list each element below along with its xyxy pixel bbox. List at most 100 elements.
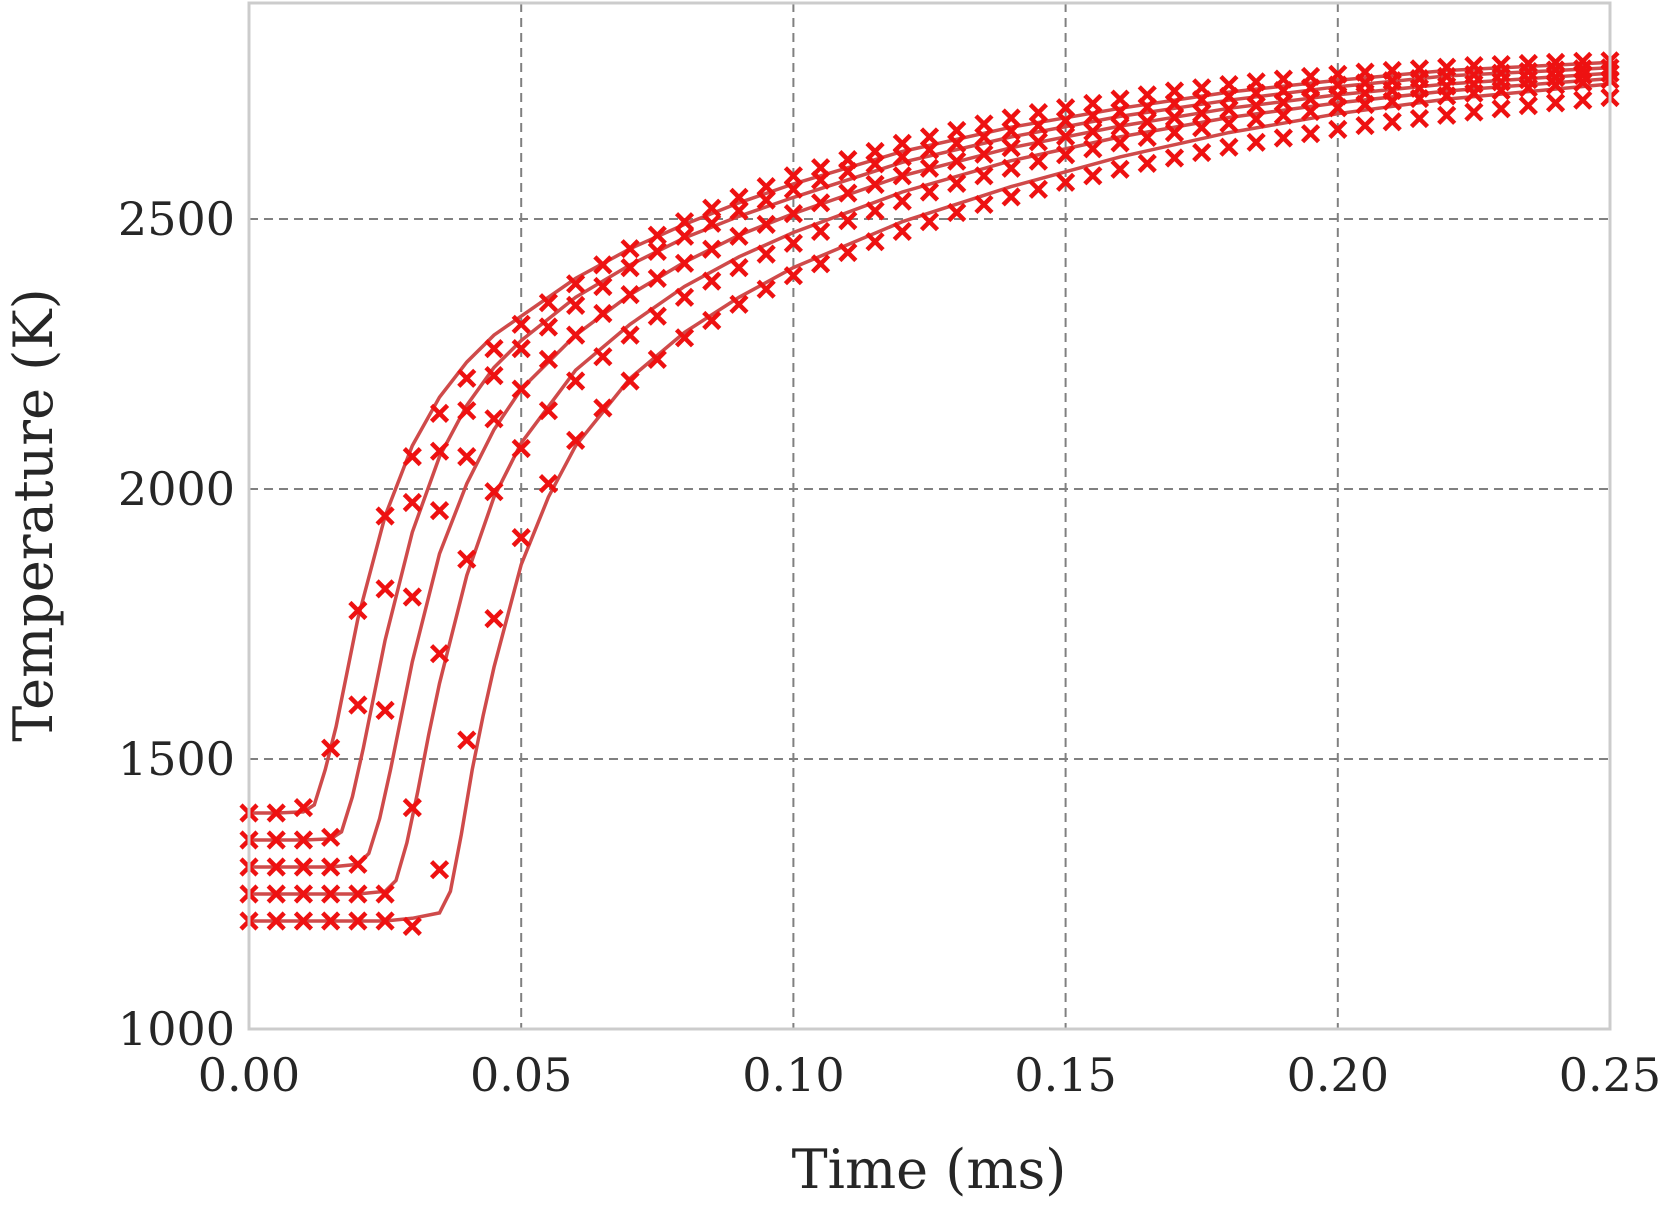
data-point-marker <box>947 173 967 193</box>
data-point-marker <box>457 401 477 421</box>
data-point-marker <box>511 339 531 359</box>
data-point-marker <box>647 306 667 326</box>
data-point-marker <box>538 349 559 369</box>
data-point-marker <box>647 241 667 261</box>
data-point-marker <box>1464 83 1484 103</box>
data-point-marker <box>1028 132 1048 152</box>
data-point-marker <box>1192 118 1212 138</box>
series-line-4 <box>249 76 1611 896</box>
data-point-marker <box>266 803 286 823</box>
data-point-marker <box>566 430 586 450</box>
data-point-marker <box>892 191 912 211</box>
data-point-marker <box>321 911 341 931</box>
data-point-marker <box>1110 117 1130 137</box>
data-point-marker <box>783 233 803 253</box>
data-point-marker <box>1518 96 1538 116</box>
data-point-marker <box>566 325 586 345</box>
data-point-marker <box>1328 119 1348 139</box>
data-point-marker <box>293 884 314 904</box>
data-point-marker <box>702 198 722 218</box>
data-point-marker <box>1028 115 1048 136</box>
data-point-marker <box>892 147 912 167</box>
data-point-marker <box>838 161 858 182</box>
data-point-marker <box>1382 112 1402 132</box>
series-markers-4 <box>239 70 1620 904</box>
data-point-marker <box>1001 158 1021 178</box>
data-point-marker <box>593 347 613 367</box>
data-point-marker <box>892 166 912 186</box>
data-point-marker <box>1328 98 1348 118</box>
data-point-marker <box>647 225 667 245</box>
data-point-marker <box>974 127 994 147</box>
data-point-marker <box>1110 159 1130 179</box>
data-point-marker <box>756 214 776 234</box>
data-point-marker <box>321 884 341 904</box>
data-point-marker <box>1083 166 1103 186</box>
data-point-marker <box>1110 101 1130 122</box>
data-point-marker <box>457 549 477 569</box>
data-point-marker <box>947 133 967 153</box>
data-point-marker <box>811 193 831 213</box>
data-point-marker <box>838 242 858 263</box>
data-point-marker <box>511 314 531 334</box>
data-point-marker <box>1355 115 1375 136</box>
data-point-marker <box>348 884 368 904</box>
data-point-marker <box>1300 124 1321 144</box>
data-point-marker <box>919 140 940 160</box>
data-point-marker <box>429 441 450 461</box>
data-point-marker <box>865 154 885 174</box>
data-point-marker <box>1056 126 1076 146</box>
data-point-marker <box>1001 187 1021 207</box>
data-point-marker <box>674 253 695 273</box>
data-point-marker <box>429 644 450 664</box>
data-point-marker <box>674 287 695 307</box>
data-point-marker <box>1164 93 1185 114</box>
data-point-marker <box>892 221 912 242</box>
y-axis-label: Temperature (K) <box>2 288 65 741</box>
data-point-marker <box>647 349 667 369</box>
data-point-marker <box>348 854 368 874</box>
data-point-marker <box>919 158 940 178</box>
data-point-marker <box>1137 153 1157 173</box>
data-point-marker <box>375 700 395 720</box>
series-line-1 <box>249 60 1611 815</box>
x-tick-label: 0.25 <box>1559 1048 1661 1102</box>
data-point-marker <box>429 403 450 423</box>
series-markers-3 <box>239 63 1620 877</box>
data-point-marker <box>1409 88 1430 109</box>
data-point-marker <box>266 911 286 931</box>
x-axis-label: Time (ms) <box>792 1138 1067 1201</box>
data-point-marker <box>620 371 640 391</box>
data-point-marker <box>974 144 994 164</box>
data-point-marker <box>1300 101 1321 122</box>
data-point-marker <box>1545 93 1566 113</box>
data-point-marker <box>974 194 994 215</box>
data-point-marker <box>1083 121 1103 142</box>
data-point-marker <box>729 201 749 221</box>
data-point-marker <box>293 798 314 818</box>
data-point-marker <box>402 798 422 818</box>
data-point-marker <box>729 294 749 314</box>
data-point-marker <box>811 254 831 274</box>
data-point-marker <box>266 857 286 877</box>
data-point-marker <box>1573 90 1593 110</box>
data-point-marker <box>375 579 395 599</box>
data-point-marker <box>511 528 531 548</box>
data-point-marker <box>484 409 504 429</box>
data-point-marker <box>647 268 667 288</box>
data-point-marker <box>1545 75 1566 95</box>
data-point-marker <box>593 255 613 275</box>
data-point-marker <box>1001 121 1021 141</box>
data-point-marker <box>1246 132 1266 152</box>
data-point-marker <box>1573 72 1593 92</box>
x-tick-label: 0.00 <box>198 1048 300 1102</box>
data-point-marker <box>402 492 422 513</box>
data-point-marker <box>947 202 967 223</box>
data-point-marker <box>1464 102 1484 122</box>
data-point-marker <box>702 239 722 259</box>
data-point-marker <box>674 212 695 232</box>
data-point-marker <box>1137 127 1157 148</box>
data-point-marker <box>620 285 640 305</box>
data-point-marker <box>511 438 531 459</box>
